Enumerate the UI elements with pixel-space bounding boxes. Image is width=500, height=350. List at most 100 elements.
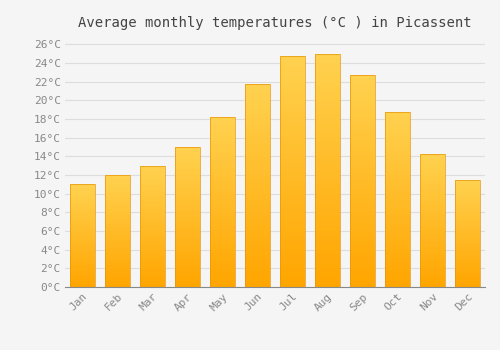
Bar [455, 229, 480, 231]
Bar [245, 251, 270, 254]
Bar [210, 202, 235, 205]
Bar [316, 208, 340, 212]
Bar [455, 182, 480, 184]
Bar [245, 263, 270, 267]
Bar [420, 181, 445, 184]
Bar [385, 266, 410, 270]
Bar [245, 109, 270, 113]
Bar [245, 222, 270, 226]
Bar [140, 199, 165, 202]
Bar [316, 180, 340, 184]
Bar [420, 210, 445, 213]
Bar [280, 167, 305, 172]
Bar [70, 285, 95, 287]
Bar [140, 256, 165, 258]
Bar [385, 161, 410, 165]
Bar [140, 168, 165, 170]
Bar [245, 101, 270, 105]
Bar [210, 250, 235, 253]
Bar [455, 261, 480, 264]
Bar [105, 278, 130, 280]
Bar [385, 214, 410, 217]
Bar [420, 170, 445, 173]
Bar [350, 228, 375, 232]
Bar [350, 160, 375, 164]
Bar [70, 268, 95, 271]
Bar [176, 279, 200, 281]
Bar [350, 113, 375, 118]
Bar [316, 259, 340, 264]
Bar [455, 208, 480, 210]
Bar [385, 112, 410, 287]
Bar [245, 210, 270, 214]
Title: Average monthly temperatures (°C ) in Picassent: Average monthly temperatures (°C ) in Pi… [78, 16, 472, 30]
Bar [210, 165, 235, 168]
Bar [176, 276, 200, 279]
Bar [350, 105, 375, 109]
Bar [316, 133, 340, 138]
Bar [140, 265, 165, 268]
Bar [455, 218, 480, 220]
Bar [176, 209, 200, 211]
Bar [350, 79, 375, 84]
Bar [350, 232, 375, 236]
Bar [176, 164, 200, 167]
Bar [210, 243, 235, 246]
Bar [176, 239, 200, 242]
Bar [245, 129, 270, 133]
Bar [105, 220, 130, 222]
Bar [350, 283, 375, 287]
Bar [316, 212, 340, 217]
Bar [280, 56, 305, 287]
Bar [70, 246, 95, 248]
Bar [385, 224, 410, 228]
Bar [316, 278, 340, 282]
Bar [140, 188, 165, 190]
Bar [70, 209, 95, 211]
Bar [245, 161, 270, 166]
Bar [245, 117, 270, 121]
Bar [350, 88, 375, 92]
Bar [245, 246, 270, 251]
Bar [245, 178, 270, 182]
Bar [385, 207, 410, 210]
Bar [70, 207, 95, 209]
Bar [105, 282, 130, 285]
Bar [385, 175, 410, 179]
Bar [245, 214, 270, 218]
Bar [280, 209, 305, 213]
Bar [245, 137, 270, 141]
Bar [385, 112, 410, 116]
Bar [385, 273, 410, 276]
Bar [210, 117, 235, 287]
Bar [350, 177, 375, 181]
Bar [210, 239, 235, 243]
Bar [316, 96, 340, 100]
Bar [176, 147, 200, 287]
Bar [176, 217, 200, 220]
Bar [280, 66, 305, 70]
Bar [140, 209, 165, 212]
Bar [316, 231, 340, 236]
Bar [70, 260, 95, 262]
Bar [316, 264, 340, 268]
Bar [455, 238, 480, 240]
Bar [245, 174, 270, 178]
Bar [316, 63, 340, 68]
Bar [245, 89, 270, 92]
Bar [280, 149, 305, 153]
Bar [350, 266, 375, 270]
Bar [350, 198, 375, 202]
Bar [176, 265, 200, 267]
Bar [420, 250, 445, 253]
Bar [350, 279, 375, 283]
Bar [105, 195, 130, 197]
Bar [385, 284, 410, 287]
Bar [105, 191, 130, 193]
Bar [280, 195, 305, 199]
Bar [70, 219, 95, 221]
Bar [350, 185, 375, 190]
Bar [245, 206, 270, 210]
Bar [420, 260, 445, 263]
Bar [350, 270, 375, 274]
